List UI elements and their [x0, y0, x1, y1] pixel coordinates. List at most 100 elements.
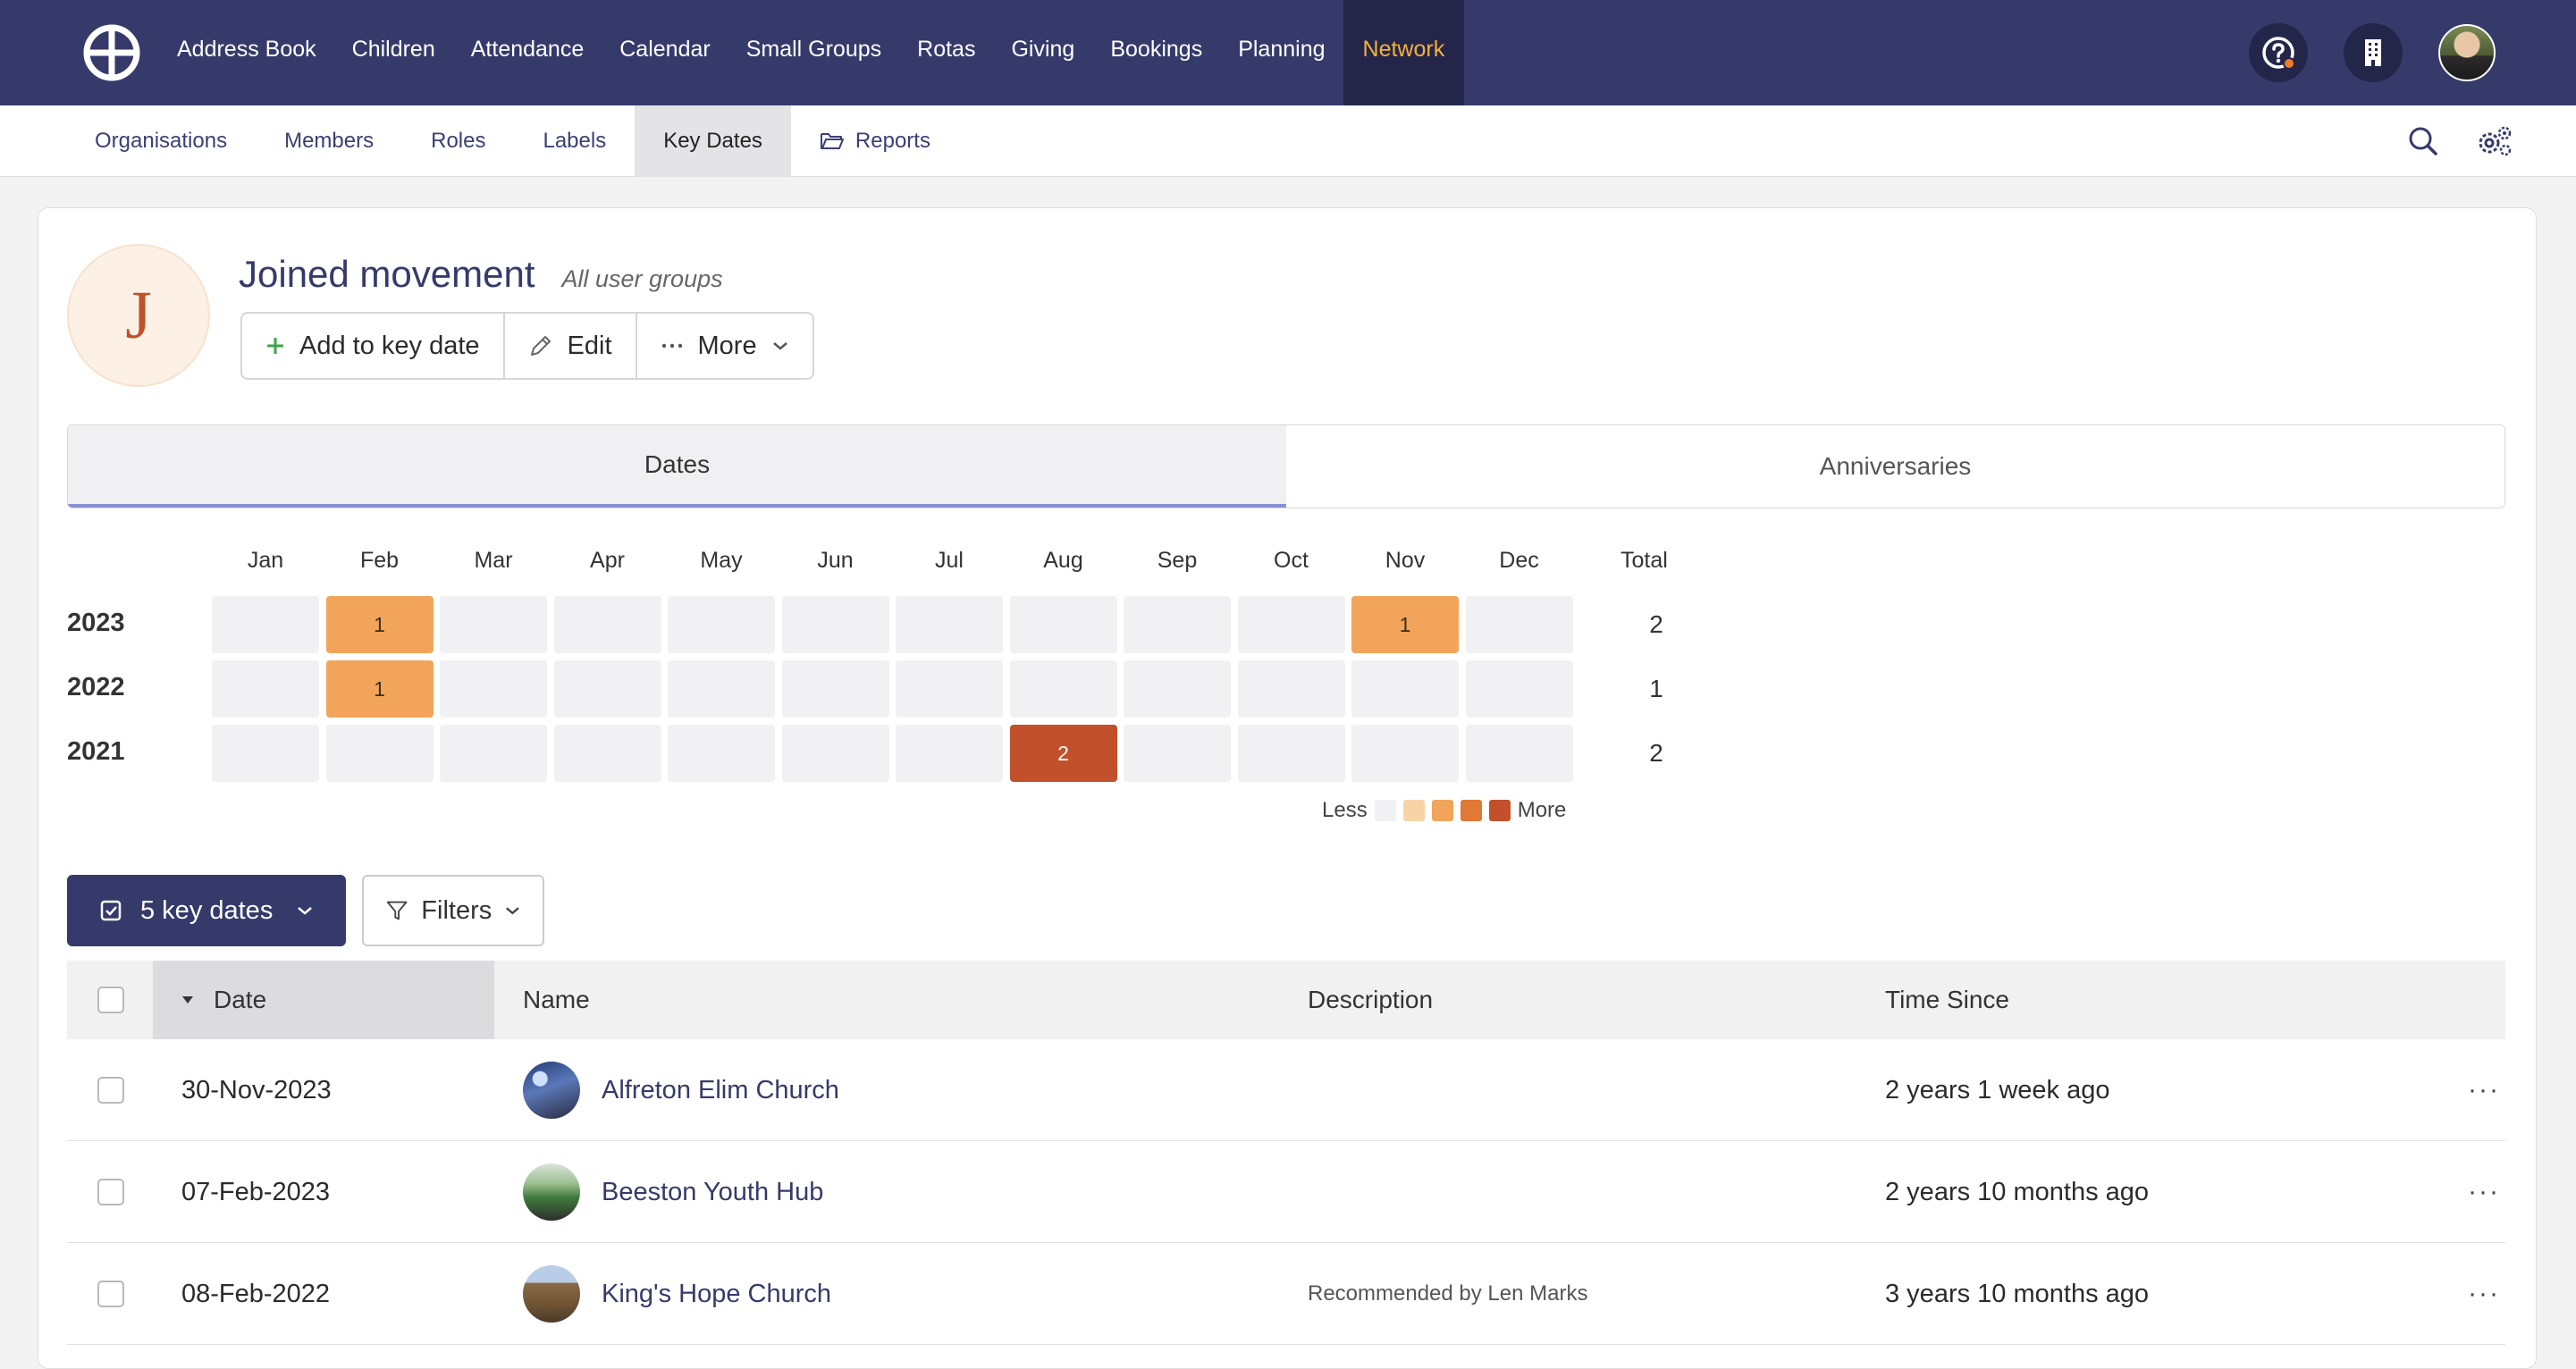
- heatmap-month-label: Feb: [359, 548, 400, 573]
- row-actions-button[interactable]: ···: [2468, 1177, 2500, 1206]
- nav-network[interactable]: Network: [1343, 0, 1465, 105]
- help-button[interactable]: [2249, 23, 2308, 82]
- description-column-header[interactable]: Description: [1308, 986, 1434, 1013]
- subnav-organisations[interactable]: Organisations: [66, 105, 256, 177]
- table-row[interactable]: 07-Feb-2023 Beeston Youth Hub 2 years 10…: [67, 1141, 2505, 1243]
- page-title: Joined movement: [239, 253, 535, 295]
- row-date: 08-Feb-2022: [181, 1279, 331, 1308]
- ellipsis-icon: [661, 343, 682, 349]
- filters-button[interactable]: Filters: [362, 875, 544, 946]
- heatmap-total-header: Total: [1621, 548, 1668, 573]
- row-time-since: 3 years 10 months ago: [1885, 1279, 2150, 1308]
- heatmap-cell[interactable]: 1: [1351, 596, 1459, 653]
- table-row[interactable]: 08-Feb-2022 King's Hope Church Recommend…: [67, 1243, 2505, 1345]
- tab-anniversaries[interactable]: Anniversaries: [1286, 425, 2504, 508]
- tab-dates[interactable]: Dates: [68, 425, 1286, 508]
- row-time-since: 2 years 1 week ago: [1885, 1075, 2110, 1104]
- heatmap-cell: [212, 660, 319, 718]
- sub-navigation: Organisations Members Roles Labels Key D…: [0, 105, 2576, 177]
- heatmap-cell: [1237, 725, 1345, 782]
- nav-address-book[interactable]: Address Book: [177, 37, 316, 62]
- chevron-down-icon: [506, 907, 519, 915]
- row-checkbox[interactable]: [97, 1077, 124, 1104]
- nav-planning[interactable]: Planning: [1238, 37, 1326, 62]
- legend-swatch: [1460, 800, 1482, 821]
- row-actions-button[interactable]: ···: [2468, 1279, 2500, 1308]
- heatmap-cell: [212, 596, 319, 653]
- subnav-reports[interactable]: Reports: [791, 105, 959, 177]
- heatmap-cell: [1351, 660, 1459, 718]
- edit-label: Edit: [567, 331, 612, 360]
- heatmap-cell: [440, 660, 547, 718]
- add-to-key-date-button[interactable]: Add to key date: [242, 314, 505, 378]
- heatmap-cell: [1124, 596, 1231, 653]
- org-name-link[interactable]: Beeston Youth Hub: [602, 1177, 824, 1206]
- key-dates-count-label: 5 key dates: [140, 895, 274, 925]
- filter-icon: [386, 901, 408, 920]
- heatmap-cell: [1009, 660, 1117, 718]
- heatmap-cell: [553, 596, 661, 653]
- heatmap-cell[interactable]: 1: [325, 660, 434, 718]
- heatmap-cell: [212, 725, 319, 782]
- row-actions-button[interactable]: ···: [2468, 1075, 2500, 1104]
- app-logo-icon[interactable]: [82, 23, 141, 82]
- heatmap-month-label: Sep: [1157, 548, 1198, 573]
- table-row[interactable]: 30-Nov-2023 Alfreton Elim Church 2 years…: [67, 1039, 2505, 1141]
- nav-rotas[interactable]: Rotas: [917, 37, 976, 62]
- heatmap-cell: [553, 660, 661, 718]
- user-avatar[interactable]: [2438, 24, 2496, 81]
- nav-attendance[interactable]: Attendance: [470, 37, 585, 62]
- subnav-organisations-label: Organisations: [95, 128, 228, 153]
- name-column-header[interactable]: Name: [523, 986, 590, 1013]
- nav-bookings[interactable]: Bookings: [1110, 37, 1203, 62]
- heatmap-cell[interactable]: 1: [325, 596, 434, 653]
- heatmap-cell: [440, 596, 547, 653]
- heatmap-month-label: Jan: [247, 548, 284, 573]
- filters-label: Filters: [421, 895, 492, 925]
- subnav-roles-label: Roles: [431, 128, 486, 153]
- settings-gears-icon[interactable]: [2476, 125, 2513, 157]
- org-name-link[interactable]: Alfreton Elim Church: [602, 1075, 839, 1104]
- key-dates-selection-button[interactable]: 5 key dates: [67, 875, 346, 946]
- nav-children[interactable]: Children: [351, 37, 435, 62]
- edit-button[interactable]: Edit: [505, 314, 637, 378]
- heatmap-cell: [325, 725, 434, 782]
- top-navigation: Address Book Children Attendance Calenda…: [0, 0, 2576, 105]
- legend-swatch: [1374, 800, 1396, 821]
- subnav-labels[interactable]: Labels: [514, 105, 635, 177]
- select-all-checkbox[interactable]: [97, 987, 124, 1013]
- heatmap-row-total: 1: [1649, 675, 1663, 702]
- search-icon[interactable]: [2408, 126, 2438, 156]
- help-icon: [2262, 37, 2294, 69]
- add-to-key-date-label: Add to key date: [299, 331, 480, 360]
- heatmap-cell: [1009, 596, 1117, 653]
- row-checkbox[interactable]: [97, 1179, 124, 1205]
- heatmap-month-label: Jul: [935, 548, 964, 573]
- notification-dot: [2283, 57, 2295, 70]
- date-header-label: Date: [214, 986, 267, 1013]
- nav-giving[interactable]: Giving: [1011, 37, 1075, 62]
- date-column-header[interactable]: Date: [153, 961, 494, 1039]
- action-button-group: Add to key date Edit More: [240, 312, 814, 380]
- subnav-key-dates[interactable]: Key Dates: [635, 105, 791, 177]
- time-since-column-header[interactable]: Time Since: [1885, 986, 2010, 1013]
- heatmap-month-label: Mar: [474, 548, 513, 573]
- subnav-reports-label: Reports: [854, 128, 930, 153]
- subnav-roles[interactable]: Roles: [402, 105, 514, 177]
- plus-icon: [267, 338, 283, 354]
- heatmap-cell: [896, 725, 1003, 782]
- heatmap-cell[interactable]: 2: [1009, 725, 1117, 782]
- heatmap-cell: [1124, 725, 1231, 782]
- row-time-since: 2 years 10 months ago: [1885, 1177, 2150, 1206]
- row-checkbox[interactable]: [97, 1281, 124, 1307]
- nav-small-groups[interactable]: Small Groups: [745, 37, 882, 62]
- legend-more-label: More: [1517, 798, 1567, 822]
- subnav-members[interactable]: Members: [256, 105, 402, 177]
- nav-calendar[interactable]: Calendar: [619, 37, 711, 62]
- heatmap-cell: [668, 596, 775, 653]
- building-icon: [2365, 39, 2381, 66]
- organisation-button[interactable]: [2344, 23, 2403, 82]
- more-button[interactable]: More: [637, 314, 812, 378]
- heatmap-cell: [668, 725, 775, 782]
- org-name-link[interactable]: King's Hope Church: [602, 1279, 832, 1308]
